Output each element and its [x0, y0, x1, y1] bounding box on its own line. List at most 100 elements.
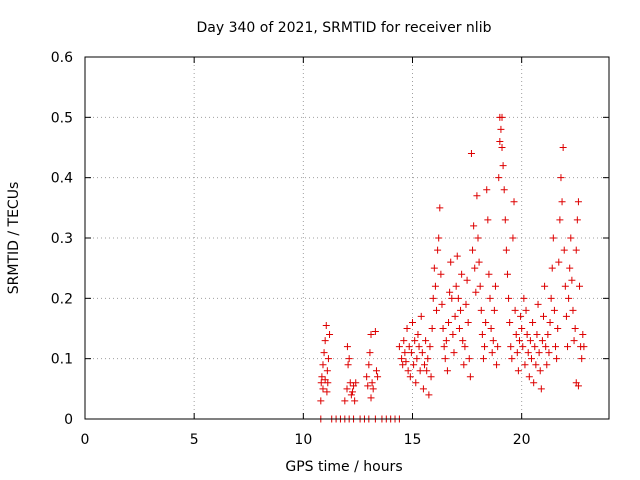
data-point [560, 246, 568, 254]
data-point [533, 331, 541, 339]
data-point [564, 343, 572, 351]
data-point [442, 337, 450, 345]
data-point [423, 367, 431, 375]
data-point [536, 367, 544, 375]
data-point [321, 337, 329, 345]
data-point [440, 343, 448, 351]
x-tick-label: 5 [190, 432, 199, 448]
data-point [525, 373, 533, 381]
x-tick-label: 20 [513, 432, 531, 448]
data-point [467, 150, 475, 158]
data-point [561, 282, 569, 290]
data-point [452, 282, 460, 290]
data-point [476, 282, 484, 290]
data-point [448, 294, 456, 302]
data-point [550, 306, 558, 314]
data-point [451, 312, 459, 320]
data-point [571, 325, 579, 332]
data-point [512, 331, 520, 339]
data-point [471, 264, 479, 272]
data-point [526, 337, 534, 345]
data-point [531, 343, 539, 351]
data-point [542, 343, 550, 351]
data-point [450, 349, 458, 357]
data-point [429, 294, 437, 302]
data-point [402, 358, 410, 366]
data-point [401, 349, 409, 357]
data-point [466, 373, 474, 381]
data-point [481, 343, 489, 351]
data-point [566, 264, 574, 272]
x-tick-label: 15 [404, 432, 422, 448]
data-point [407, 349, 415, 357]
data-point [431, 282, 439, 290]
data-point [462, 300, 470, 308]
data-point [494, 343, 502, 351]
data-point [502, 246, 510, 254]
data-point [317, 397, 325, 405]
data-point [363, 373, 371, 381]
data-point [403, 325, 411, 332]
data-point [527, 355, 535, 363]
data-point [341, 397, 349, 405]
data-point [417, 312, 425, 320]
data-point [414, 331, 422, 339]
data-point [413, 355, 421, 363]
data-point [501, 216, 509, 224]
data-point [400, 337, 408, 345]
data-point [405, 343, 413, 351]
data-point [435, 234, 443, 242]
data-point [578, 355, 586, 363]
data-point [437, 270, 445, 278]
data-point [411, 337, 419, 345]
data-point [421, 361, 429, 369]
data-point [580, 343, 588, 351]
data-point [426, 343, 434, 351]
data-point [460, 361, 468, 369]
data-point [438, 300, 446, 308]
data-point [343, 343, 351, 351]
data-point [367, 394, 375, 402]
data-point [323, 388, 331, 396]
data-point [415, 343, 423, 351]
chart-title: Day 340 of 2021, SRMTID for receiver nli… [197, 20, 492, 36]
data-point [352, 379, 360, 387]
data-point [515, 337, 523, 345]
data-point [319, 385, 327, 393]
data-point [565, 294, 573, 302]
data-point [369, 385, 377, 393]
data-point [368, 379, 376, 387]
x-tick-label: 10 [294, 432, 312, 448]
data-point [535, 349, 543, 357]
data-point [490, 306, 498, 314]
data-point [419, 385, 427, 393]
data-point [549, 234, 557, 242]
data-point [518, 325, 526, 332]
data-point [398, 355, 406, 363]
y-tick-label: 0.3 [51, 231, 73, 247]
data-point [498, 113, 506, 121]
data-point [505, 294, 513, 302]
data-point [529, 318, 537, 326]
data-point [367, 331, 375, 339]
data-point [488, 349, 496, 357]
data-point [524, 349, 532, 357]
data-point [523, 331, 531, 339]
data-point [553, 355, 561, 363]
data-point [559, 144, 567, 151]
data-point [520, 294, 528, 302]
data-point [416, 367, 424, 375]
data-point [511, 306, 519, 314]
data-point [446, 288, 454, 296]
data-point [485, 270, 493, 278]
data-point [447, 258, 455, 266]
data-point [530, 379, 538, 387]
data-point [479, 355, 487, 363]
data-point [344, 361, 352, 369]
data-point [475, 258, 483, 266]
data-point [498, 144, 506, 151]
data-point [464, 318, 472, 326]
data-point [487, 325, 495, 332]
data-point [558, 198, 566, 206]
